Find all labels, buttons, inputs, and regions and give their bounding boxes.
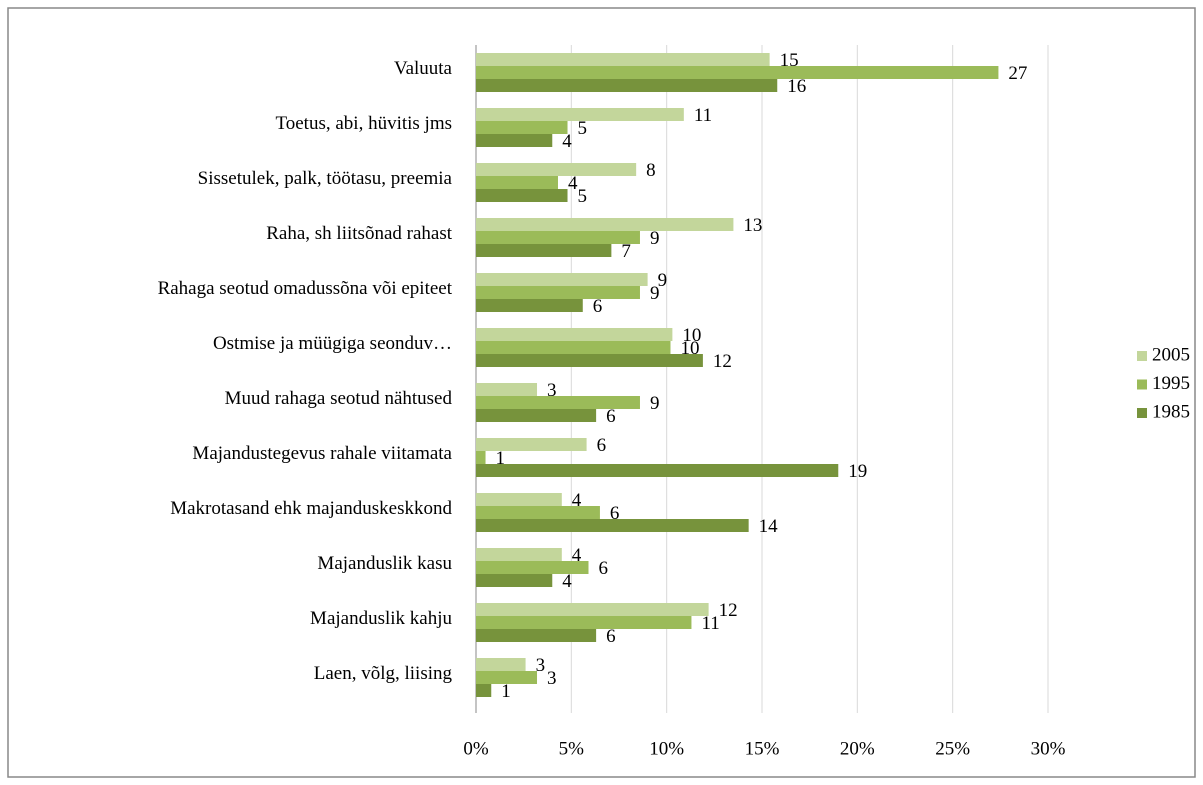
data-label: 9 <box>650 393 660 414</box>
data-label: 15 <box>780 50 799 71</box>
data-label: 6 <box>610 503 620 524</box>
data-label: 1 <box>496 448 506 469</box>
data-label: 27 <box>1008 63 1027 84</box>
bar <box>476 273 648 286</box>
bar <box>476 244 612 257</box>
bar <box>476 451 486 464</box>
data-label: 4 <box>562 571 572 592</box>
data-label: 10 <box>682 325 701 346</box>
data-label: 11 <box>701 613 719 634</box>
legend-swatch <box>1137 379 1147 390</box>
y-tick-label: Majanduslik kahju <box>310 608 452 629</box>
data-label: 13 <box>743 215 762 236</box>
data-label: 3 <box>547 380 557 401</box>
bar <box>476 409 597 422</box>
bar <box>476 79 778 92</box>
data-label: 6 <box>606 626 616 647</box>
data-label: 8 <box>646 160 656 181</box>
bar <box>476 438 587 451</box>
bar <box>476 396 640 409</box>
bar <box>476 176 558 189</box>
bar <box>476 616 692 629</box>
x-tick-label: 15% <box>745 738 780 759</box>
data-label: 4 <box>562 131 572 152</box>
y-tick-label: Laen, võlg, liising <box>314 663 453 684</box>
y-tick-label: Sissetulek, palk, töötasu, preemia <box>198 168 453 189</box>
bar <box>476 561 589 574</box>
x-tick-label: 20% <box>840 738 875 759</box>
y-tick-label: Raha, sh liitsõnad rahast <box>266 223 452 244</box>
legend-swatch <box>1137 351 1147 361</box>
bar <box>476 299 583 312</box>
bar <box>476 341 671 354</box>
x-tick-label: 10% <box>649 738 684 759</box>
bar <box>476 66 999 79</box>
bar <box>476 286 640 299</box>
data-label: 16 <box>787 76 806 97</box>
bar <box>476 328 673 341</box>
bar <box>476 218 734 231</box>
data-label: 19 <box>848 461 867 482</box>
x-tick-label: 30% <box>1031 738 1066 759</box>
data-label: 14 <box>759 516 779 537</box>
bar <box>476 684 492 697</box>
bar <box>476 108 684 121</box>
y-tick-label: Majandustegevus rahale viitamata <box>192 443 452 464</box>
legend-swatch <box>1137 408 1147 418</box>
data-label: 3 <box>547 668 557 689</box>
legend-label: 2005 <box>1152 344 1190 365</box>
data-label: 1 <box>501 681 511 702</box>
y-tick-label: Majanduslik kasu <box>317 553 452 574</box>
x-tick-label: 25% <box>935 738 970 759</box>
y-tick-label: Makrotasand ehk majanduskeskkond <box>170 498 452 519</box>
y-tick-label: Ostmise ja müügiga seonduv… <box>213 333 452 354</box>
bar <box>476 464 839 477</box>
bar <box>476 231 640 244</box>
data-label: 9 <box>658 270 668 291</box>
bar <box>476 506 600 519</box>
bar <box>476 629 597 642</box>
data-label: 11 <box>694 105 712 126</box>
data-label: 5 <box>578 118 588 139</box>
data-label: 6 <box>606 406 616 427</box>
data-label: 12 <box>713 351 732 372</box>
data-label: 3 <box>536 655 546 676</box>
bar <box>476 121 568 134</box>
chart-frame <box>7 7 1196 778</box>
bar <box>476 354 703 367</box>
legend-label: 1995 <box>1152 373 1190 394</box>
x-tick-label: 0% <box>463 738 489 759</box>
y-tick-label: Toetus, abi, hüvitis jms <box>275 113 452 134</box>
data-label: 12 <box>719 600 738 621</box>
bar <box>476 163 637 176</box>
bar <box>476 519 749 532</box>
data-label: 4 <box>572 490 582 511</box>
data-label: 4 <box>572 545 582 566</box>
bar <box>476 134 553 147</box>
data-label: 4 <box>568 173 578 194</box>
bar <box>476 603 709 616</box>
data-label: 7 <box>621 241 631 262</box>
y-tick-label: Rahaga seotud omadussõna või epiteet <box>158 278 453 299</box>
data-label: 5 <box>578 186 588 207</box>
bar <box>476 189 568 202</box>
bar <box>476 671 538 684</box>
data-label: 6 <box>593 296 603 317</box>
data-label: 6 <box>598 558 608 579</box>
data-label: 10 <box>680 338 699 359</box>
bar <box>476 658 526 671</box>
bar <box>476 493 562 506</box>
bar <box>476 574 553 587</box>
legend-label: 1985 <box>1152 401 1190 422</box>
x-tick-label: 5% <box>559 738 585 759</box>
data-label: 9 <box>650 283 660 304</box>
data-label: 9 <box>650 228 660 249</box>
data-label: 6 <box>597 435 607 456</box>
bar <box>476 383 538 396</box>
bar <box>476 548 562 561</box>
bar <box>476 53 770 66</box>
y-tick-label: Muud rahaga seotud nähtused <box>225 388 453 409</box>
y-tick-label: Valuuta <box>394 58 453 79</box>
